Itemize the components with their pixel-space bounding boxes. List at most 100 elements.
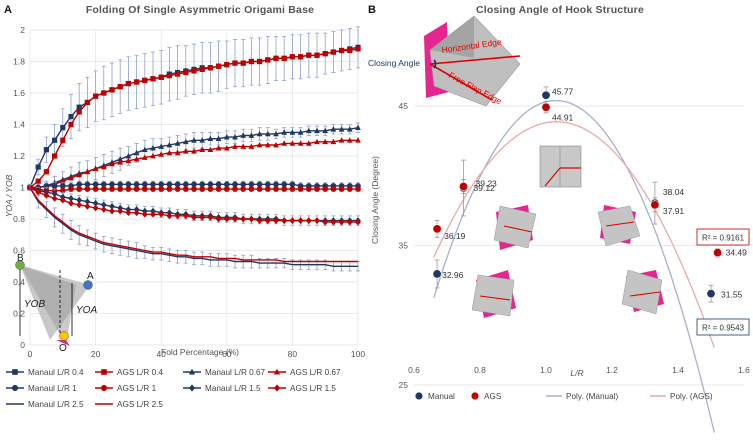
legend-item: Poly. (Manual) [546,392,618,401]
data-point [109,207,115,215]
data-point [59,178,66,184]
data-point [84,198,91,206]
panel-a-y-axis-label: YOA / YOB [4,174,14,217]
x-tick-label: 1.2 [606,365,618,375]
data-point [298,54,304,60]
data-point [92,181,99,188]
point-o-marker [59,331,69,341]
data-point [182,212,189,220]
data-point [232,60,238,66]
legend-item: AGS L/R 1 [95,384,157,393]
y-tick-label: 1 [20,183,25,193]
x-tick-label: 0.8 [474,365,486,375]
data-point [84,186,91,192]
data-label: 45.77 [552,86,574,96]
legend-swatch-marker [100,384,108,392]
data-point [100,181,107,188]
data-point [52,153,58,159]
data-point [346,126,353,132]
data-point [52,137,58,143]
data-label: 37.91 [663,206,685,216]
legend-item: Manaul L/R 1 [6,384,77,393]
trendline-ags [433,121,715,348]
y-tick-label: 45 [399,101,409,111]
y-tick-label: 0.4 [13,277,25,287]
data-point [338,137,345,143]
data-label: 44.91 [552,112,574,122]
y-tick-label: 0.8 [13,214,25,224]
data-point [59,196,66,204]
label-o: O [59,343,67,354]
legend-item: Manaul L/R 1.5 [183,384,261,393]
data-point [142,77,148,83]
data-point [125,181,132,188]
data-point [240,143,247,149]
data-point [330,218,337,226]
panel-b-legend: Manual AGS Poly. (Manual) Poly. (AGS) [415,392,713,401]
data-point [199,146,206,153]
legend-label: AGS L/R 1 [117,384,157,393]
x-tick-label: 0.6 [408,365,420,375]
data-label: 39.23 [476,178,498,188]
data-point [297,140,304,146]
y-tick-label: 1.8 [13,57,25,67]
legend-swatch-marker [11,384,19,392]
data-point [314,186,320,192]
data-point [207,186,214,192]
data-point [256,130,263,137]
data-point [125,80,131,87]
data-point [541,90,551,100]
series-line [29,187,358,267]
data-point [117,84,123,90]
data-point [117,181,124,188]
data-point [240,132,247,138]
data-point [232,215,238,223]
series-ags-l-r-1-5 [27,184,361,226]
y-tick-label: 25 [399,380,409,390]
data-label: 36.19 [444,231,466,241]
data-point [109,186,115,192]
data-point [93,93,99,99]
data-point [51,195,58,202]
legend-item: Manual [415,392,455,401]
data-point [141,146,148,153]
data-point [92,165,99,171]
hook-structure-inset: Horizontal Edge Free Flap Edge Closing A… [368,15,521,106]
data-point [141,186,148,192]
data-point [257,58,263,65]
data-point [182,181,189,188]
series-ags-l-r-0-67 [27,137,361,190]
data-point [273,186,279,192]
data-point [281,55,287,61]
data-point [248,132,255,138]
data-point [150,76,156,82]
r2-manual-box: R² = 0.9543 [696,318,750,336]
legend-item: AGS L/R 0.67 [268,368,341,377]
data-point [256,186,263,192]
data-point [240,181,247,188]
legend-swatch-marker [273,384,281,392]
data-point [191,68,197,74]
data-point [92,199,99,207]
data-point [60,137,66,143]
data-point [60,125,66,131]
data-point [355,46,361,52]
data-point [191,148,197,154]
legend-item: AGS [471,392,502,401]
data-point [76,109,82,115]
series-manual: 32.96 39.12 45.77 38.04 31.55 [432,86,743,303]
data-point [207,214,214,221]
data-point [199,137,206,143]
legend-label: AGS L/R 0.4 [117,368,163,377]
label-yob: YOB [24,299,45,310]
data-point [322,127,329,134]
data-point [355,186,361,192]
data-point [314,52,320,58]
y-tick-label: 0 [20,340,25,350]
data-point [84,99,90,106]
data-point [182,186,189,192]
data-point [76,201,83,209]
closing-angle-label: Closing Angle [368,58,420,68]
data-point [264,217,271,224]
